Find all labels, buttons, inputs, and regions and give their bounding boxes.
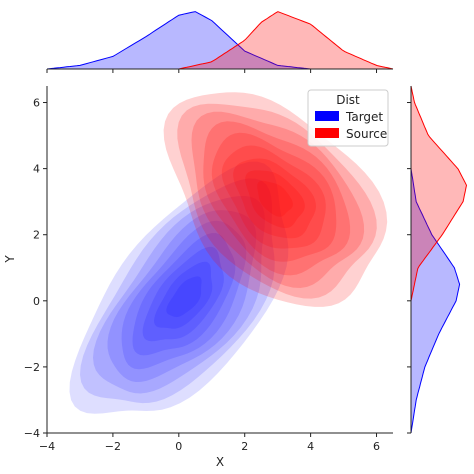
legend-label-target: Target xyxy=(345,110,383,124)
marginal-x-fill-target xyxy=(47,11,311,70)
kde-level-target-0 xyxy=(69,161,289,414)
marginal-y-fill-target xyxy=(411,168,460,433)
y-axis-label: Y xyxy=(3,255,17,264)
kde-level-source-5 xyxy=(221,145,326,249)
kde-level-source-2 xyxy=(191,111,365,288)
kde-level-source-7 xyxy=(245,170,305,229)
x-tick-label: 2 xyxy=(241,440,248,453)
y-tick-label: 6 xyxy=(33,97,40,110)
kde-level-source-1 xyxy=(177,103,377,299)
x-tick-label: 0 xyxy=(175,440,182,453)
kde-level-target-5 xyxy=(132,233,236,356)
kde-level-target-3 xyxy=(107,210,257,382)
y-tick-label: −4 xyxy=(24,427,40,440)
legend-title: Dist xyxy=(336,93,360,107)
kde-contours-target xyxy=(69,161,289,414)
right-marginal-plot xyxy=(410,85,468,434)
x-tick-label: −2 xyxy=(105,440,121,453)
kde-level-target-8 xyxy=(166,276,202,318)
kde-level-target-1 xyxy=(80,178,275,404)
marginal-x-fill-source xyxy=(178,11,393,69)
y-tick-label: 2 xyxy=(33,229,40,242)
marginal-y-fill-source xyxy=(411,86,467,301)
kde-level-target-4 xyxy=(121,220,247,370)
kde-level-source-3 xyxy=(203,121,351,276)
kde-level-target-7 xyxy=(154,261,213,329)
kde-level-source-6 xyxy=(233,158,316,239)
kde-level-target-2 xyxy=(93,196,265,394)
kde-level-target-6 xyxy=(142,246,224,342)
y-tick-label: −2 xyxy=(24,361,40,374)
x-tick-label: 4 xyxy=(307,440,314,453)
x-axis-label: X xyxy=(216,455,224,469)
y-tick-label: 4 xyxy=(33,163,40,176)
legend-swatch-source xyxy=(315,128,339,138)
kde-level-source-4 xyxy=(211,132,337,262)
legend-swatch-target xyxy=(315,111,339,121)
axes: −4 −2 0 2 4 6 −4 −2 0 2 4 6 xyxy=(24,68,412,453)
legend-label-source: Source xyxy=(346,127,387,141)
kde-contours-source xyxy=(163,92,388,307)
marginal-y-line-source xyxy=(410,85,468,301)
x-tick-label: 6 xyxy=(373,440,380,453)
y-tick-label: 0 xyxy=(33,295,40,308)
legend: Dist Target Source xyxy=(307,89,389,147)
main-joint-plot xyxy=(69,92,388,414)
x-tick-label: −4 xyxy=(39,440,55,453)
marginal-y-line-target xyxy=(410,168,461,434)
marginal-x-line-source xyxy=(178,11,394,70)
top-marginal-plot xyxy=(46,11,394,70)
kde-level-source-8 xyxy=(257,180,293,217)
marginal-x-line-target xyxy=(46,11,311,70)
